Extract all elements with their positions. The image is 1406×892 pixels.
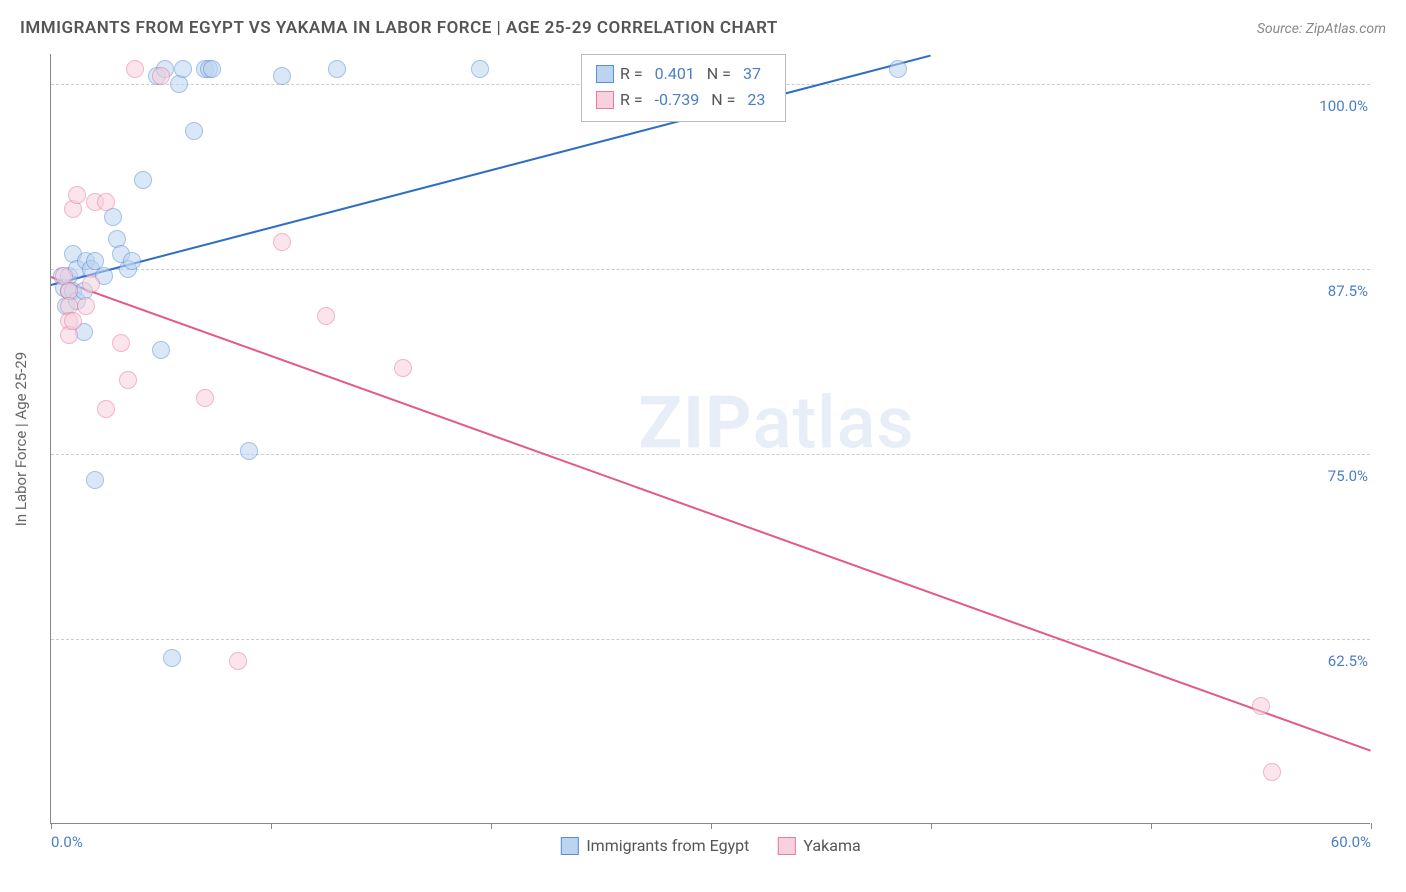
data-point xyxy=(185,122,203,140)
data-point xyxy=(86,471,104,489)
series-legend: Immigrants from Egypt Yakama xyxy=(560,836,860,855)
legend-item: Yakama xyxy=(777,836,860,855)
title-bar: IMMIGRANTS FROM EGYPT VS YAKAMA IN LABOR… xyxy=(20,18,1386,38)
data-point xyxy=(123,252,141,270)
x-tick xyxy=(1151,823,1152,829)
legend-r-value: -0.739 xyxy=(649,87,706,113)
data-point xyxy=(1252,697,1270,715)
gridline-h xyxy=(51,639,1370,640)
correlation-legend: R =0.401N =37R =-0.739N =23 xyxy=(581,54,786,122)
legend-r-value: 0.401 xyxy=(649,61,701,87)
data-point xyxy=(152,341,170,359)
data-point xyxy=(112,334,130,352)
legend-r-label: R = xyxy=(620,61,643,87)
legend-n-value: 37 xyxy=(737,61,767,87)
y-tick-label: 87.5% xyxy=(1324,282,1372,300)
legend-series-name: Immigrants from Egypt xyxy=(586,836,749,855)
data-point xyxy=(471,60,489,78)
data-point xyxy=(1263,763,1281,781)
data-point xyxy=(134,171,152,189)
x-tick xyxy=(51,823,52,829)
data-point xyxy=(82,275,100,293)
y-tick-label: 100.0% xyxy=(1315,97,1372,115)
x-tick xyxy=(491,823,492,829)
x-tick xyxy=(711,823,712,829)
y-tick-label: 75.0% xyxy=(1324,467,1372,485)
y-axis-title: In Labor Force | Age 25-29 xyxy=(12,351,30,525)
data-point xyxy=(229,652,247,670)
data-point xyxy=(889,60,907,78)
legend-item: Immigrants from Egypt xyxy=(560,836,749,855)
data-point xyxy=(394,359,412,377)
data-point xyxy=(174,60,192,78)
legend-swatch xyxy=(596,65,614,83)
data-point xyxy=(97,193,115,211)
data-point xyxy=(77,297,95,315)
y-tick-label: 62.5% xyxy=(1324,652,1372,670)
x-tick-label: 60.0% xyxy=(1331,833,1371,851)
data-point xyxy=(273,233,291,251)
legend-row: R = -0.739N =23 xyxy=(596,87,771,113)
data-point xyxy=(64,312,82,330)
data-point xyxy=(119,371,137,389)
x-tick xyxy=(1371,823,1372,829)
legend-swatch xyxy=(777,837,795,855)
data-point xyxy=(203,60,221,78)
legend-r-label: R = xyxy=(620,87,643,113)
legend-n-label: N = xyxy=(707,61,731,87)
data-point xyxy=(196,389,214,407)
data-point xyxy=(97,400,115,418)
legend-swatch xyxy=(560,837,578,855)
trend-line xyxy=(51,276,1372,752)
data-point xyxy=(273,67,291,85)
x-tick xyxy=(271,823,272,829)
chart-title: IMMIGRANTS FROM EGYPT VS YAKAMA IN LABOR… xyxy=(20,18,778,38)
legend-swatch xyxy=(596,91,614,109)
x-tick-label: 0.0% xyxy=(51,833,83,851)
legend-n-label: N = xyxy=(711,87,735,113)
legend-n-value: 23 xyxy=(741,87,771,113)
gridline-h xyxy=(51,269,1370,270)
data-point xyxy=(68,186,86,204)
data-point xyxy=(163,649,181,667)
scatter-plot: ZIPatlas In Labor Force | Age 25-29 62.5… xyxy=(50,54,1370,824)
data-point xyxy=(328,60,346,78)
legend-row: R = 0.401N =37 xyxy=(596,61,771,87)
x-tick xyxy=(931,823,932,829)
data-point xyxy=(126,60,144,78)
data-point xyxy=(240,442,258,460)
data-point xyxy=(152,67,170,85)
legend-series-name: Yakama xyxy=(803,836,860,855)
source-label: Source: ZipAtlas.com xyxy=(1257,21,1386,37)
data-point xyxy=(317,307,335,325)
